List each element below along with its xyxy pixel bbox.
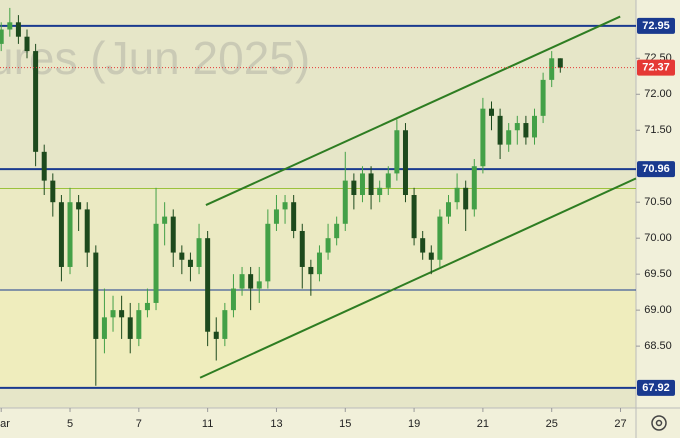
candle-body [488,108,494,116]
candle-body [84,209,90,253]
candle-body [230,288,236,311]
last-price-box [637,59,675,76]
y-tick-label: 70.50 [644,196,672,208]
candle-body [162,216,168,224]
candle-body [67,202,73,267]
candle-body [557,58,563,68]
level-label: 70.96 [642,163,670,175]
candle-body [377,187,383,196]
candle-body [93,252,99,339]
settings-icon[interactable] [651,415,667,431]
candle-body [205,238,211,332]
candle-body [196,238,202,267]
level-label: 67.92 [642,382,670,394]
candle-body [213,331,219,339]
level-label-box [637,379,675,396]
candle-body [394,130,400,174]
candle-body [428,252,434,260]
candle-body [76,202,82,210]
candle-body [463,187,469,210]
candle-body [420,238,426,253]
x-tick-label: 13 [270,418,282,430]
x-tick-label: 7 [136,418,142,430]
candle-body [222,310,228,339]
level-label: 72.95 [642,20,670,32]
level-label-box [637,17,675,34]
candle-body [273,209,279,224]
trend-line [205,15,621,206]
candle-body [316,252,322,275]
candle-body [179,252,185,260]
candle-body [153,223,159,303]
candle-body [239,274,245,289]
candle-body [24,36,30,52]
y-tick-label: 69.50 [644,268,672,280]
candle-body [532,115,538,138]
candle-body [351,180,357,196]
level-label-box [637,161,675,178]
candle-body [41,151,47,181]
y-tick-label: 68.50 [644,340,672,352]
candle-body [325,238,331,253]
candle-body [445,202,451,217]
candle-body [15,22,21,37]
candle-body [523,123,529,138]
candle-body [58,202,64,267]
y-tick-label: 72.00 [644,88,672,100]
candle-body [359,173,365,196]
candle-body [7,22,13,30]
time-axis [0,408,636,438]
y-tick-label: 71.50 [644,124,672,136]
candle-body [248,274,254,289]
candle-body [119,310,125,318]
candle-body [334,223,340,239]
x-tick-label: 25 [546,418,558,430]
candle-body [385,173,391,188]
candle-body [471,166,477,210]
candle-body [540,79,546,116]
watermark: ures (Jun 2025) [0,32,310,84]
candle-body [136,310,142,339]
candle-body [514,123,520,131]
settings-icon[interactable] [655,419,663,427]
candle-body [127,317,133,339]
candle-body [144,302,150,311]
candle-body [437,216,443,260]
candle-body [170,216,176,253]
x-tick-label: 27 [614,418,626,430]
candle-body [256,281,262,289]
x-tick-label: ar [0,418,10,430]
x-tick-label: 11 [202,418,213,430]
candle-body [368,173,374,196]
candle-body [549,58,555,80]
x-tick-label: 19 [408,418,420,430]
candle-body [50,180,56,203]
candle-body [454,187,460,203]
x-tick-label: 21 [477,418,489,430]
candle-body [0,29,4,44]
candle-body [187,259,193,267]
candle-body [282,202,288,210]
candle-body [101,317,107,339]
candle-body [265,223,271,282]
candle-body [291,202,297,231]
candle-body [480,108,486,167]
candle-body [342,180,348,224]
candle-body [402,130,408,196]
candle-body [110,310,116,318]
y-tick-label: 69.00 [644,304,672,316]
candle-body [506,130,512,145]
candle-body [411,195,417,239]
trend-line [199,177,637,379]
last-price-label: 72.37 [642,62,670,74]
candle-body [308,266,314,275]
x-tick-label: 5 [67,418,73,430]
candle-body [497,115,503,145]
candle-body [299,230,305,267]
x-tick-label: 15 [339,418,351,430]
candle-body [33,51,39,152]
y-tick-label: 70.00 [644,232,672,244]
